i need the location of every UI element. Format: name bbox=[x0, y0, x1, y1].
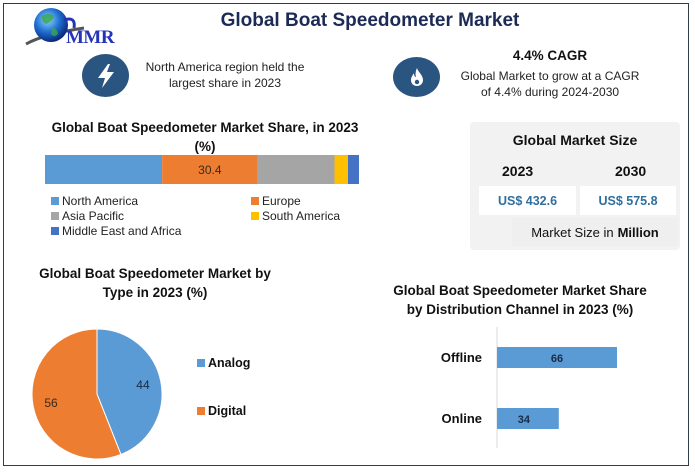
pie-slice-analog bbox=[96, 328, 163, 456]
legend-item-north-america: North America bbox=[51, 194, 138, 209]
channel-bar-chart: 66 Offline 34 Online bbox=[441, 327, 617, 448]
bar-segment-middle-east-and-africa bbox=[348, 155, 359, 184]
cagr-line2: of 4.4% during 2024-2030 bbox=[480, 85, 620, 99]
region-chart-title: Global Boat Speedometer Market Share, in… bbox=[51, 120, 359, 154]
highlight-region-line2: largest share in 2023 bbox=[168, 76, 282, 90]
category-label-offline: Offline bbox=[441, 350, 482, 365]
category-label-online: Online bbox=[442, 411, 482, 426]
market-size-unit: Market Size in Million bbox=[512, 218, 678, 246]
page-title: Global Boat Speedometer Market bbox=[220, 10, 520, 31]
type-pie-chart: 44 Analog 56 Digital bbox=[31, 328, 250, 460]
bar-online bbox=[497, 408, 559, 429]
bar-value-offline: 66 bbox=[551, 353, 563, 365]
legend-label-digital: Digital bbox=[208, 404, 246, 418]
type-chart-title: Global Boat Speedometer Market by Type i… bbox=[39, 266, 271, 300]
market-value-2023: US$ 432.6 bbox=[479, 186, 576, 215]
highlight-region-text: North America region held the largest sh… bbox=[130, 59, 320, 91]
bar-segment-south-america bbox=[334, 155, 349, 184]
legend-swatch bbox=[251, 197, 259, 205]
cagr-title: 4.4% CAGR bbox=[512, 48, 588, 63]
legend-item-asia-pacific: Asia Pacific bbox=[51, 209, 124, 224]
year-2023-label: 2023 bbox=[502, 163, 534, 179]
legend-item-europe: Europe bbox=[251, 194, 301, 209]
legend-item-south-america: South America bbox=[251, 209, 340, 224]
highlight-icon-badge bbox=[82, 54, 129, 97]
globe-icon bbox=[25, 8, 85, 46]
year-2030-label: 2030 bbox=[615, 163, 647, 179]
channel-chart-title: Global Boat Speedometer Market Share by … bbox=[393, 283, 647, 317]
flame-icon bbox=[410, 68, 423, 86]
cagr-line1: Global Market to grow at a CAGR bbox=[460, 69, 640, 83]
bar-segment-asia-pacific bbox=[257, 155, 335, 184]
logo-text: MMR bbox=[66, 27, 115, 48]
pie-slice-digital bbox=[31, 328, 122, 460]
bar-value-online: 34 bbox=[518, 414, 531, 426]
legend-swatch-analog bbox=[197, 359, 205, 367]
bar-segment-north-america bbox=[45, 155, 163, 184]
highlight-region-line1: North America region held the bbox=[145, 60, 305, 74]
market-value-2030: US$ 575.8 bbox=[580, 186, 676, 215]
data-label-europe: 30.4 bbox=[198, 163, 222, 177]
legend-swatch bbox=[51, 212, 59, 220]
legend-swatch bbox=[51, 197, 59, 205]
market-size-title: Global Market Size bbox=[512, 132, 638, 148]
legend-swatch-digital bbox=[197, 407, 205, 415]
legend-item-mea: Middle East and Africa bbox=[51, 224, 181, 239]
pie-label-analog: 44 bbox=[136, 378, 150, 392]
mmr-logo bbox=[24, 6, 128, 48]
cagr-icon-badge bbox=[393, 57, 440, 97]
legend-label-analog: Analog bbox=[208, 356, 250, 370]
legend-swatch bbox=[251, 212, 259, 220]
bar-offline bbox=[497, 347, 617, 368]
region-stacked-bar-chart: 30.4 bbox=[45, 155, 359, 184]
lightning-icon bbox=[97, 63, 114, 88]
cagr-text: Global Market to grow at a CAGR of 4.4% … bbox=[450, 68, 650, 100]
region-legend: North America Europe Asia Pacific South … bbox=[49, 194, 369, 242]
bar-segment-europe bbox=[162, 155, 258, 184]
pie-label-digital: 56 bbox=[44, 396, 58, 410]
legend-swatch bbox=[51, 227, 59, 235]
market-size-card: Global Market Size 2023 2030 US$ 432.6 U… bbox=[470, 122, 680, 250]
